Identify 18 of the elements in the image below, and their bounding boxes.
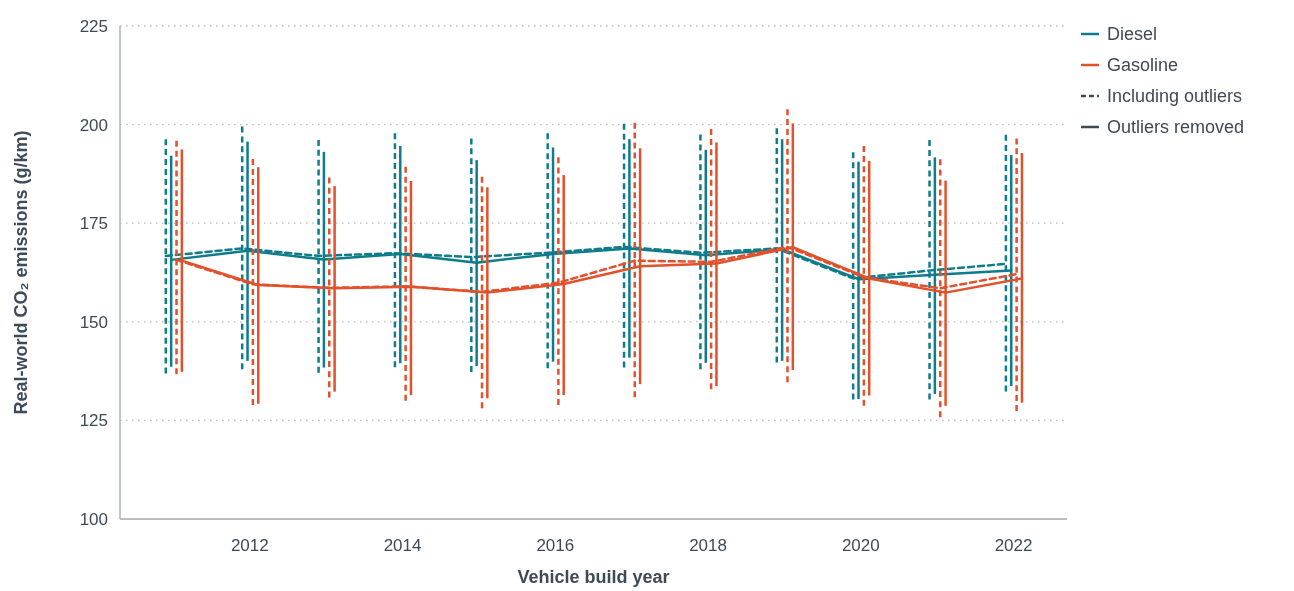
legend-label: Gasoline bbox=[1107, 55, 1179, 76]
x-tick-label: 2014 bbox=[383, 536, 422, 555]
x-tick-label: 2018 bbox=[689, 536, 727, 555]
y-tick-label: 200 bbox=[79, 115, 108, 135]
x-tick-label: 2020 bbox=[841, 536, 880, 555]
y-tick-label: 175 bbox=[79, 214, 108, 234]
x-tick-label: 2022 bbox=[994, 536, 1033, 555]
x-tick-label: 2016 bbox=[536, 536, 575, 555]
y-tick-label: 100 bbox=[79, 509, 108, 529]
y-tick-label: 225 bbox=[79, 16, 108, 36]
legend-label: Diesel bbox=[1107, 24, 1158, 45]
y-tick-label: 125 bbox=[79, 411, 108, 431]
y-tick-label: 150 bbox=[79, 312, 108, 332]
y-axis-title: Real-world CO₂ emissions (g/km) bbox=[11, 130, 31, 415]
x-axis-title: Vehicle build year bbox=[517, 567, 670, 587]
text: Including outliers bbox=[1107, 86, 1243, 107]
x-tick-label: 2012 bbox=[230, 536, 269, 555]
text: Outliers removed bbox=[1107, 117, 1245, 138]
